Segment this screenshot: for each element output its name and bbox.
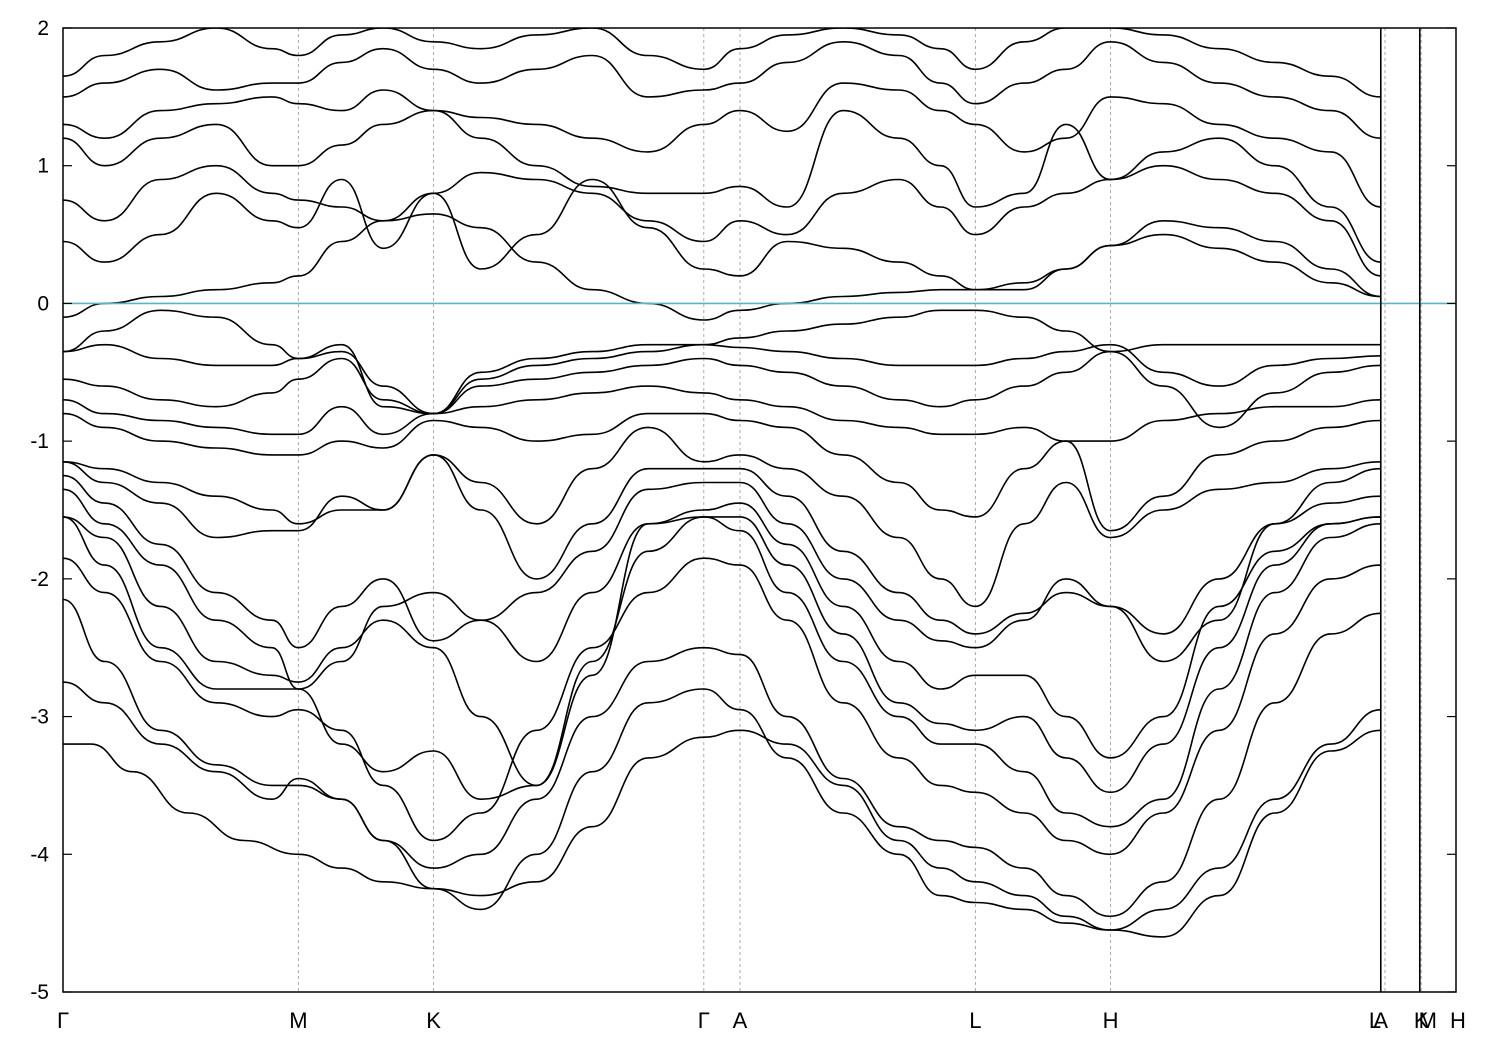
- y-tick-label: 2: [37, 17, 49, 40]
- band-line-7: [63, 488, 1381, 759]
- band-line-15: [63, 309, 1381, 415]
- band-line-1: [63, 729, 1381, 938]
- kpath-label: A: [1373, 1008, 1388, 1033]
- grid-lines: [297, 28, 1422, 992]
- y-tick-label: -2: [30, 568, 49, 591]
- band-line-12: [63, 385, 1381, 442]
- kpath-label: L: [1369, 1008, 1381, 1033]
- band-line-11: [63, 412, 1381, 532]
- band-line-13: [63, 350, 1381, 429]
- kpath-label: L: [969, 1008, 981, 1033]
- kpath-label: K: [426, 1008, 441, 1033]
- kpath-label: H: [1103, 1008, 1119, 1033]
- kpath-label: M: [289, 1008, 307, 1033]
- band-line-6: [63, 516, 1381, 794]
- band-lines: [63, 28, 1381, 938]
- kpath-label: M: [1419, 1008, 1437, 1033]
- band-line-8: [63, 474, 1381, 649]
- y-tick-label: 0: [37, 292, 49, 315]
- segment-separators: [1379, 28, 1421, 992]
- band-line-3: [63, 598, 1381, 918]
- plot-frame: [62, 27, 1457, 993]
- band-line-4: [63, 557, 1381, 856]
- x-axis-kpath-labels: Γ M K Γ A L H AL MK H: [57, 1008, 1466, 1033]
- kpath-label: Γ: [698, 1008, 710, 1033]
- band-line-5: [63, 516, 1381, 828]
- band-line-17: [63, 178, 1381, 298]
- band-line-14: [63, 343, 1381, 415]
- y-tick-label: -3: [30, 706, 49, 729]
- kpath-label: Γ: [57, 1008, 69, 1033]
- band-line-16: [63, 213, 1381, 321]
- band-line-21: [63, 41, 1381, 139]
- band-line-10: [63, 426, 1381, 608]
- band-line-18: [63, 164, 1381, 277]
- y-tick-label: -1: [30, 430, 49, 453]
- band-line-20: [63, 82, 1381, 208]
- kpath-label: A: [733, 1008, 748, 1033]
- band-line-22: [63, 28, 1381, 98]
- band-line-19: [63, 109, 1381, 263]
- kpath-label: H: [1450, 1008, 1466, 1033]
- y-tick-label: 1: [37, 155, 49, 178]
- band-line-2: [63, 681, 1381, 931]
- y-axis-ticks: 2 1 0 -1 -2 -3 -4 -5: [30, 17, 1456, 1004]
- y-tick-label: -4: [30, 843, 49, 866]
- y-tick-label: -5: [30, 981, 49, 1004]
- band-line-9: [63, 454, 1381, 663]
- kpath-label: K: [1414, 1008, 1429, 1033]
